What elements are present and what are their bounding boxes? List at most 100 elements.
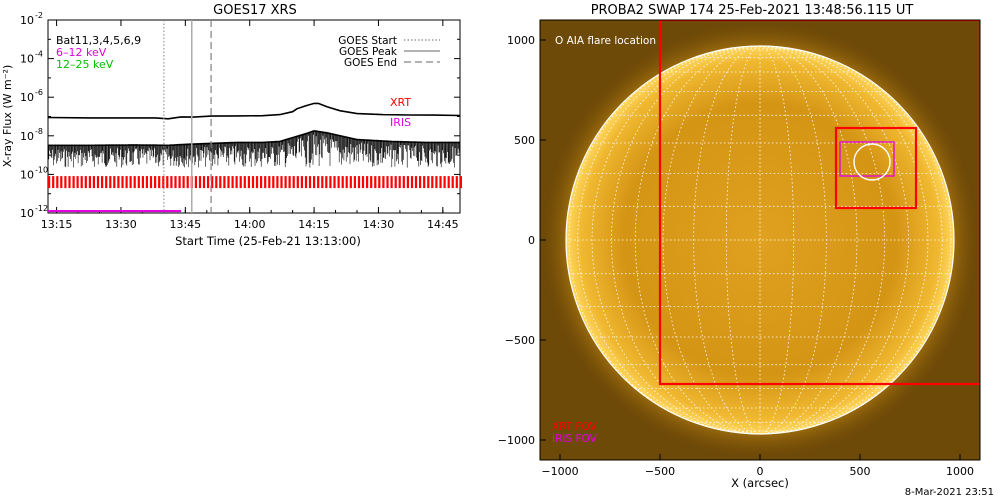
xrt-coverage-mark (337, 176, 340, 189)
goes-y-tick-exponent: -12 (35, 204, 48, 213)
swap-y-tick-label: −1000 (498, 434, 535, 447)
swap-image-panel: PROBA2 SWAP 174 25-Feb-2021 13:48:56.115… (498, 3, 981, 490)
xrt-coverage-mark (211, 176, 214, 189)
xrt-coverage-mark (227, 176, 230, 189)
xrt-coverage-mark (239, 176, 242, 189)
xrt-coverage-mark (84, 176, 87, 189)
xrt-coverage-mark (162, 176, 165, 189)
xrt-coverage-mark (109, 176, 112, 189)
xrt-coverage-mark (390, 176, 393, 189)
xrt-coverage-mark (137, 176, 140, 189)
heliographic-grid (565, 45, 955, 435)
xrt-coverage-mark (96, 176, 100, 189)
xrt-coverage-mark (321, 176, 324, 189)
xrt-label: XRT (390, 96, 411, 109)
xrt-coverage-mark (231, 176, 234, 189)
goes-x-tick-label: 13:15 (41, 218, 73, 231)
xrt-coverage-mark (186, 176, 189, 189)
xrt-coverage-mark (194, 176, 197, 189)
xrt-coverage-mark (178, 176, 181, 189)
goes-short-channel-line (48, 130, 460, 147)
xrt-coverage-mark (202, 176, 206, 189)
solar-disk (566, 46, 954, 434)
xrt-coverage-mark (443, 176, 446, 189)
xrt-coverage-mark (308, 176, 312, 189)
xrt-coverage-mark (243, 176, 246, 189)
xrt-coverage-mark (394, 176, 397, 189)
xrt-coverage-mark (215, 176, 218, 189)
xrt-coverage-mark (170, 176, 173, 189)
goes-x-tick-label: 13:45 (169, 218, 201, 231)
swap-x-axis-ticks: −1000 −500 0 500 1000 (541, 454, 974, 478)
xrt-coverage-mark (459, 176, 462, 189)
iris-fov-label: IRIS FOV (552, 433, 598, 445)
xrt-coverage-mark (284, 176, 287, 189)
goes-y-axis-label: X-ray Flux (W m⁻²) (1, 65, 14, 167)
swap-image-title: PROBA2 SWAP 174 25-Feb-2021 13:48:56.115… (591, 3, 914, 18)
xrt-coverage-mark (264, 176, 267, 189)
xrt-coverage-mark (60, 176, 63, 189)
grid-longitude-line (577, 45, 761, 435)
xrt-coverage-mark (166, 176, 169, 189)
goes-short-channel-noise (47, 130, 460, 168)
xrt-coverage-mark (182, 176, 185, 189)
xrt-coverage-mark (402, 176, 405, 189)
swap-y-tick-label: −500 (505, 334, 535, 347)
xrt-coverage-mark (141, 176, 144, 189)
goes-y-tick-exponent: -10 (35, 165, 48, 174)
xrt-coverage-mark (88, 176, 91, 189)
goes-chart-title: GOES17 XRS (213, 3, 297, 18)
swap-y-tick-label: 1000 (507, 34, 535, 47)
swap-x-tick-label: 0 (757, 465, 764, 478)
goes-y-tick-label: 10 (20, 130, 34, 143)
goes-y-tick-exponent: -4 (35, 50, 43, 59)
xrt-coverage-mark (260, 176, 263, 189)
xrt-coverage-mark (251, 176, 255, 189)
xrt-coverage-mark (366, 176, 369, 189)
goes-x-tick-label: 14:30 (363, 218, 395, 231)
goes-legend-detector-entry: Bat11,3,4,5,6,9 (56, 34, 141, 47)
grid-longitude-line (568, 45, 761, 435)
xrt-coverage-mark (92, 176, 95, 189)
xrt-coverage-mark (353, 176, 356, 189)
xrt-coverage-mark (158, 176, 161, 189)
xrt-coverage-mark (451, 176, 454, 189)
xrt-coverage-mark (341, 176, 344, 189)
goes-event-lines (163, 20, 212, 213)
xrt-coverage-mark (329, 176, 332, 189)
xrt-fov-small (834, 126, 918, 210)
swap-x-tick-label: −1000 (541, 465, 578, 478)
xrt-coverage-mark (423, 176, 426, 189)
xrt-coverage-mark (207, 176, 210, 189)
xrt-coverage-mark (292, 176, 295, 189)
goes-y-tick-label: 10 (20, 168, 34, 181)
xrt-coverage-mark (296, 176, 299, 189)
goes-legend-event-entry: GOES End (344, 57, 397, 69)
xrt-coverage-mark (435, 176, 438, 189)
grid-longitude-line (591, 45, 761, 435)
xrt-coverage-mark (317, 176, 320, 189)
xrt-coverage-mark (447, 176, 450, 189)
grid-longitude-line (759, 45, 952, 435)
xrt-coverage-mark (304, 176, 308, 189)
goes-y-tick-exponent: -2 (35, 11, 43, 20)
xrt-coverage-mark (174, 176, 177, 189)
goes-y-tick-label: 10 (20, 207, 34, 220)
xrt-coverage-mark (80, 176, 83, 189)
swap-x-axis-label: X (arcsec) (731, 476, 789, 490)
xrt-coverage-mark (48, 176, 51, 189)
swap-x-tick-label: 1000 (946, 465, 974, 478)
xrt-coverage-mark (129, 176, 132, 189)
goes-x-tick-label: 14:15 (298, 218, 330, 231)
aia-flare-location-circle (853, 143, 891, 181)
xrt-coverage-mark (374, 176, 377, 189)
xrt-coverage-mark (439, 176, 442, 189)
goes-series-layer (47, 102, 462, 213)
goes-legend-event-entry: GOES Peak (339, 46, 398, 58)
xrt-coverage-mark (198, 176, 202, 189)
xrt-coverage-mark (382, 176, 385, 189)
